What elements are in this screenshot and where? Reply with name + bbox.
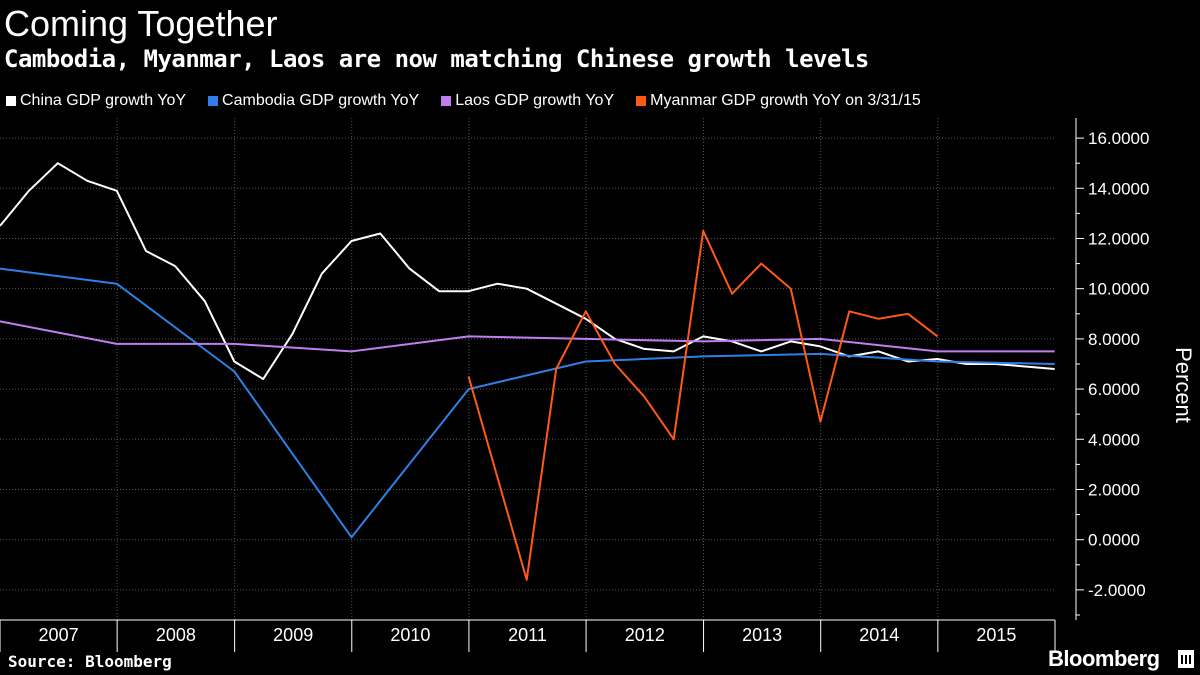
y-tick-label: 4.0000: [1088, 430, 1140, 449]
legend-item: Cambodia GDP growth YoY: [208, 92, 419, 110]
legend-label: China GDP growth YoY: [20, 92, 187, 109]
legend-swatch: [208, 96, 219, 106]
x-tick-label: 2015: [976, 625, 1016, 645]
x-tick-label: 2008: [156, 625, 196, 645]
y-tick-label: 14.0000: [1088, 179, 1149, 198]
legend-label: Cambodia GDP growth YoY: [222, 92, 420, 109]
legend-swatch: [441, 96, 452, 106]
x-tick-label: 2007: [39, 625, 79, 645]
x-tick-label: 2012: [625, 625, 665, 645]
series-line: [0, 320, 1055, 353]
series-line: [467, 229, 939, 581]
x-tick-label: 2011: [508, 625, 547, 645]
terminal-icon: [1178, 650, 1194, 668]
legend-swatch: [6, 96, 16, 106]
legend-label: Laos GDP growth YoY: [455, 92, 615, 109]
y-axis-label: Percent: [1171, 347, 1196, 423]
y-tick-label: 8.0000: [1088, 330, 1140, 349]
legend-item: Laos GDP growth YoY: [441, 92, 614, 110]
source-note: Source: Bloomberg: [8, 652, 172, 671]
legend-item: China GDP growth YoY: [6, 92, 186, 110]
y-tick-label: 6.0000: [1088, 380, 1140, 399]
series-line: [0, 162, 1055, 380]
legend: China GDP growth YoY Cambodia GDP growth …: [6, 90, 943, 112]
y-tick-label: 16.0000: [1088, 129, 1149, 148]
y-tick-label: 2.0000: [1088, 480, 1140, 499]
y-tick-label: 10.0000: [1088, 280, 1149, 299]
x-tick-label: 2014: [859, 625, 899, 645]
x-tick-label: 2010: [390, 625, 430, 645]
y-tick-label: 0.0000: [1088, 531, 1140, 550]
legend-label: Myanmar GDP growth YoY on 3/31/15: [650, 92, 921, 109]
x-tick-label: 2009: [273, 625, 313, 645]
brand-logo-text: Bloomberg: [1048, 646, 1160, 671]
y-tick-label: -2.0000: [1088, 581, 1146, 600]
legend-swatch: [636, 96, 647, 106]
series-line: [0, 267, 1055, 539]
x-tick-label: 2013: [742, 625, 782, 645]
chart-subtitle: Cambodia, Myanmar, Laos are now matching…: [4, 45, 869, 73]
y-tick-label: 12.0000: [1088, 229, 1149, 248]
chart-title: Coming Together: [4, 3, 278, 44]
legend-item: Myanmar GDP growth YoY on 3/31/15: [636, 92, 921, 110]
